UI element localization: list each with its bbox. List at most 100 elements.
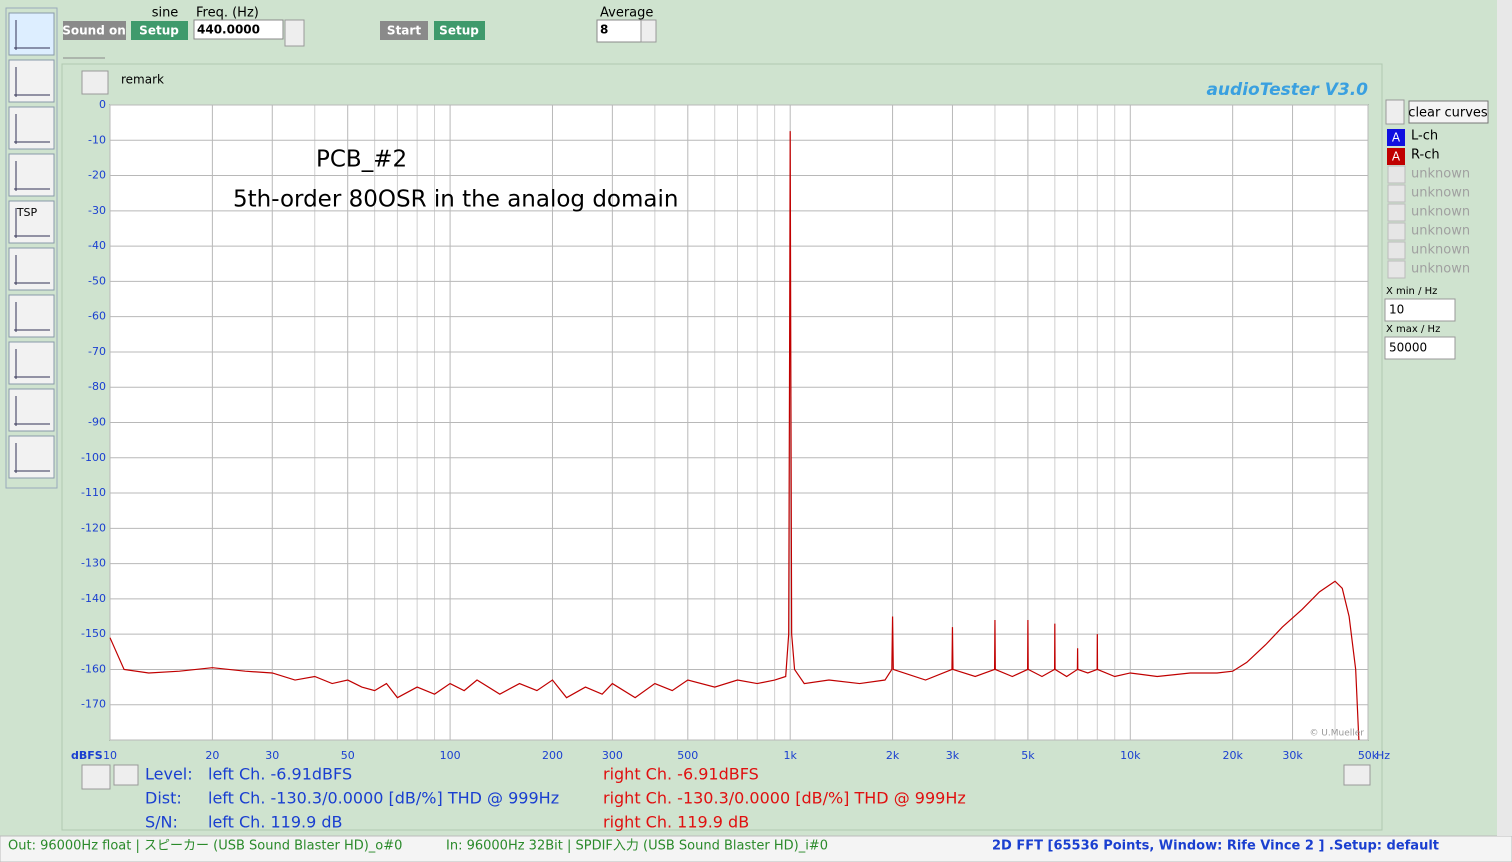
tool-tsp-label[interactable]: TSP bbox=[16, 206, 38, 219]
slot-checkbox[interactable] bbox=[1387, 203, 1406, 222]
x-tick-label: 50 bbox=[341, 749, 355, 762]
l-ch-label: L-ch bbox=[1411, 129, 1438, 144]
r-ch-label: R-ch bbox=[1411, 148, 1440, 163]
average-spinner[interactable] bbox=[640, 19, 657, 43]
x-tick-label: 30k bbox=[1282, 749, 1303, 762]
freq-spinner[interactable] bbox=[284, 19, 305, 47]
start-label[interactable]: Start bbox=[387, 24, 421, 38]
tool-icon[interactable] bbox=[14, 114, 50, 144]
tool-icon[interactable] bbox=[14, 208, 50, 238]
y-tick-label: -160 bbox=[81, 662, 106, 675]
readout-scroll-left[interactable] bbox=[113, 764, 139, 786]
tool-icon[interactable] bbox=[14, 67, 50, 97]
y-tick-label: -30 bbox=[88, 204, 106, 217]
r-ch-badge-box[interactable] bbox=[1387, 148, 1405, 165]
slot-label: unknown bbox=[1411, 186, 1470, 201]
y-tick-label: -50 bbox=[88, 274, 106, 287]
sound-on-label[interactable]: Sound on bbox=[62, 24, 126, 38]
r-ch-badge[interactable]: A bbox=[1392, 150, 1401, 164]
freq-value[interactable]: 440.0000 bbox=[197, 23, 260, 37]
tool-icon[interactable] bbox=[14, 443, 50, 473]
x-axis-unit: Hz bbox=[1376, 749, 1390, 762]
y-tick-label: -60 bbox=[88, 310, 106, 323]
x-tick-label: 20 bbox=[205, 749, 219, 762]
status-out: Out: 96000Hz float | スピーカー (USB Sound Bl… bbox=[8, 839, 402, 854]
freq-label: Freq. (Hz) bbox=[196, 6, 259, 21]
xmin-input[interactable] bbox=[1384, 298, 1456, 322]
readout: Level: left Ch. -6.91dBFS right Ch. -6.91d… bbox=[145, 765, 966, 832]
readout-left: left Ch. 119.9 dB bbox=[208, 813, 343, 832]
remark-spinner[interactable] bbox=[81, 70, 109, 95]
x-tick-label: 100 bbox=[440, 749, 461, 762]
curve-slots: unknown unknown unknown unknown unknown unkno… bbox=[1387, 165, 1470, 279]
x-tick-label: 300 bbox=[602, 749, 623, 762]
tool-icon[interactable] bbox=[14, 255, 50, 285]
l-ch-badge-box[interactable] bbox=[1387, 129, 1405, 146]
scrollbar[interactable] bbox=[1497, 0, 1512, 836]
xmax-input[interactable] bbox=[1384, 336, 1456, 360]
tool-icon[interactable] bbox=[14, 396, 50, 426]
status-bar bbox=[0, 835, 1512, 862]
y-tick-label: -70 bbox=[88, 345, 106, 358]
generator-setup-label[interactable]: Setup bbox=[139, 24, 179, 38]
y-tick-label: -130 bbox=[81, 557, 106, 570]
start-button[interactable] bbox=[380, 21, 428, 40]
readout-spinner[interactable] bbox=[81, 764, 111, 790]
xmin-value[interactable]: 10 bbox=[1389, 303, 1404, 317]
generator-setup-button[interactable] bbox=[131, 21, 188, 40]
waveform-label: sine bbox=[152, 6, 179, 21]
readout-scroll-right[interactable] bbox=[1343, 764, 1371, 786]
y-tick-label: -90 bbox=[88, 416, 106, 429]
x-tick-label: 10 bbox=[103, 749, 117, 762]
average-label: Average bbox=[600, 6, 653, 21]
clear-curves-label[interactable]: clear curves bbox=[1408, 106, 1488, 121]
slot-label: unknown bbox=[1411, 224, 1470, 239]
slot-checkbox[interactable] bbox=[1387, 260, 1406, 279]
analyzer-setup-button[interactable] bbox=[434, 21, 485, 40]
sidebar-spinner[interactable] bbox=[1385, 99, 1405, 125]
tool-icon[interactable] bbox=[14, 302, 50, 332]
tool-icon[interactable] bbox=[14, 349, 50, 379]
xmax-value[interactable]: 50000 bbox=[1389, 341, 1427, 355]
slot-checkbox[interactable] bbox=[1387, 184, 1406, 203]
readout-left: left Ch. -130.3/0.0000 [dB/%] THD @ 999H… bbox=[208, 789, 559, 808]
slot-checkbox[interactable] bbox=[1387, 241, 1406, 260]
y-tick-label: -40 bbox=[88, 239, 106, 252]
tool-icon[interactable] bbox=[14, 20, 50, 50]
x-tick-label: 2k bbox=[886, 749, 900, 762]
sound-on-button[interactable] bbox=[63, 21, 126, 40]
slot-label: unknown bbox=[1411, 243, 1470, 258]
x-tick-label: 30 bbox=[265, 749, 279, 762]
slot-label: unknown bbox=[1411, 205, 1470, 220]
slot-checkbox[interactable] bbox=[1387, 165, 1406, 184]
spectrum-line bbox=[109, 131, 1360, 741]
tool-column: TSP bbox=[5, 7, 58, 489]
x-tick-label: 1k bbox=[784, 749, 798, 762]
y-axis-unit: dBFS bbox=[71, 749, 103, 762]
xmin-label: X min / Hz bbox=[1386, 286, 1437, 297]
slot-checkbox[interactable] bbox=[1387, 222, 1406, 241]
y-tick-label: 0 bbox=[99, 98, 106, 111]
x-tick-label: 50k bbox=[1358, 749, 1379, 762]
freq-input[interactable] bbox=[193, 19, 284, 40]
plot: 10 20 30 50 100 200 300 500 1k 2k 3k 5k 10k 20k 30k 50k… bbox=[71, 98, 1390, 762]
status-in: In: 96000Hz 32Bit | SPDIF入力 (USB Sound B… bbox=[446, 839, 828, 854]
y-tick-label: -120 bbox=[81, 521, 106, 534]
y-tick-label: -110 bbox=[81, 486, 106, 499]
average-value[interactable]: 8 bbox=[600, 23, 608, 37]
l-ch-badge[interactable]: A bbox=[1392, 131, 1401, 145]
analyzer-setup-label[interactable]: Setup bbox=[439, 24, 479, 38]
status-fft: 2D FFT [65536 Points, Window: Rife Vince… bbox=[992, 839, 1439, 854]
x-tick-label: 200 bbox=[542, 749, 563, 762]
clear-curves-button[interactable] bbox=[1408, 100, 1489, 124]
annotation: 5th-order 80OSR in the analog domain bbox=[233, 187, 678, 213]
copyright: © U.Mueller bbox=[1309, 729, 1364, 739]
slot-label: unknown bbox=[1411, 262, 1470, 277]
remark-label: remark bbox=[121, 73, 164, 87]
tool-icon[interactable] bbox=[14, 161, 50, 191]
y-tick-label: -170 bbox=[81, 698, 106, 711]
x-tick-label: 5k bbox=[1021, 749, 1035, 762]
x-tick-label: 3k bbox=[946, 749, 960, 762]
